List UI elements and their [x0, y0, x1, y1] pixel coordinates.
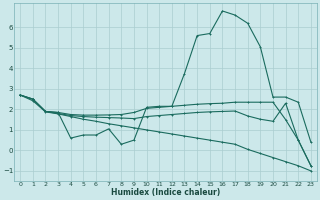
X-axis label: Humidex (Indice chaleur): Humidex (Indice chaleur) [111, 188, 220, 197]
